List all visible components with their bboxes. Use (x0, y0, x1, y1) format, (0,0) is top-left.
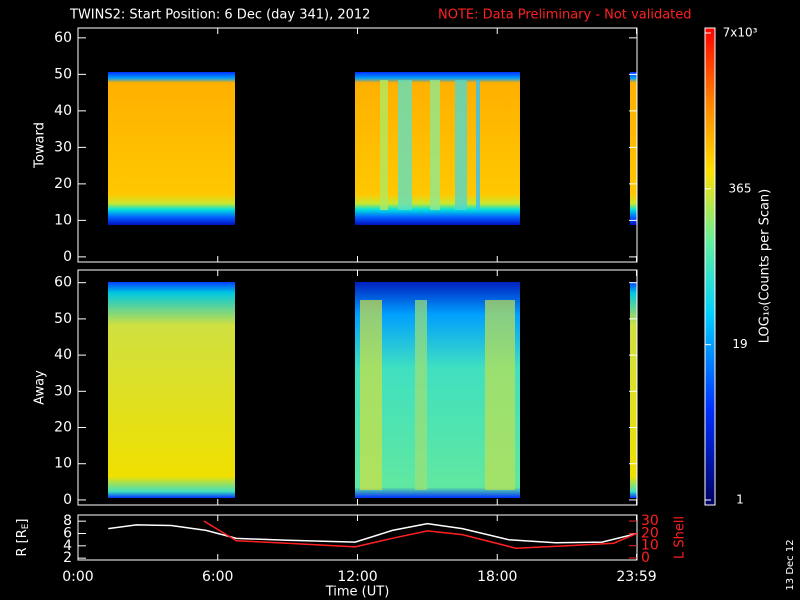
spectrogram-toward (108, 72, 637, 225)
x-axis-label: Time (UT) (325, 585, 390, 600)
colorbar-tick-label: 19 (732, 337, 747, 351)
y-tick-label: 0 (63, 249, 72, 265)
side-label: 13 Dec 12 (785, 539, 796, 590)
y-tick-label: 4 (63, 538, 72, 554)
colorbar-tick-label: 1 (736, 493, 744, 507)
spectrogram-away (108, 282, 637, 498)
y-tick-label: 40 (54, 103, 72, 119)
y-tick-label: 6 (63, 525, 72, 541)
line-series (108, 522, 638, 544)
x-tick-label: 6:00 (202, 569, 233, 585)
y-tick-label: 50 (54, 311, 72, 327)
x-tick-label: 18:00 (477, 569, 517, 585)
y2-axis-label: L Shell (673, 516, 688, 559)
colorbar-label: LOG₁₀(Counts per Scan) (758, 189, 773, 344)
note: NOTE: Data Preliminary - Not validated (438, 8, 692, 23)
y-axis-label: R [RE] (15, 518, 31, 556)
y-tick-label: 2 (63, 550, 72, 566)
y-tick-label: 8 (63, 513, 72, 529)
y2-tick-label: 0 (641, 550, 650, 566)
y-axis-label-part: ] (15, 518, 30, 523)
y-tick-label: 0 (63, 492, 72, 508)
y-axis-label: Away (33, 370, 48, 405)
x-tick-label: 12:00 (337, 569, 377, 585)
colorbar-tick-label: 365 (729, 181, 752, 195)
y-tick-label: 10 (54, 456, 72, 472)
y-tick-label: 50 (54, 66, 72, 82)
y-tick-label: 10 (54, 212, 72, 228)
y-axis-label-part: R [R (15, 529, 30, 556)
y-axis-label: Toward (33, 122, 48, 169)
y-tick-label: 30 (54, 139, 72, 155)
y-tick-label: 20 (54, 176, 72, 192)
y-tick-label: 40 (54, 347, 72, 363)
x-tick-label: 23:59 (616, 569, 656, 585)
y-tick-label: 60 (54, 30, 72, 46)
line-series (203, 520, 638, 549)
y2-tick-label: 20 (641, 525, 659, 541)
y-tick-label: 30 (54, 383, 72, 399)
colorbar-frame (704, 27, 716, 506)
title: TWINS2: Start Position: 6 Dec (day 341),… (69, 8, 370, 23)
x-tick-label: 0:00 (62, 569, 93, 585)
y-axis-label-sub: E (21, 523, 31, 529)
y2-tick-label: 30 (641, 513, 659, 529)
y-tick-label: 60 (54, 275, 72, 291)
panel-frame (77, 514, 638, 561)
y-tick-label: 20 (54, 420, 72, 436)
colorbar-tick-label: 7x10³ (723, 26, 758, 40)
y2-tick-label: 10 (641, 538, 659, 554)
colorbar (705, 28, 715, 505)
